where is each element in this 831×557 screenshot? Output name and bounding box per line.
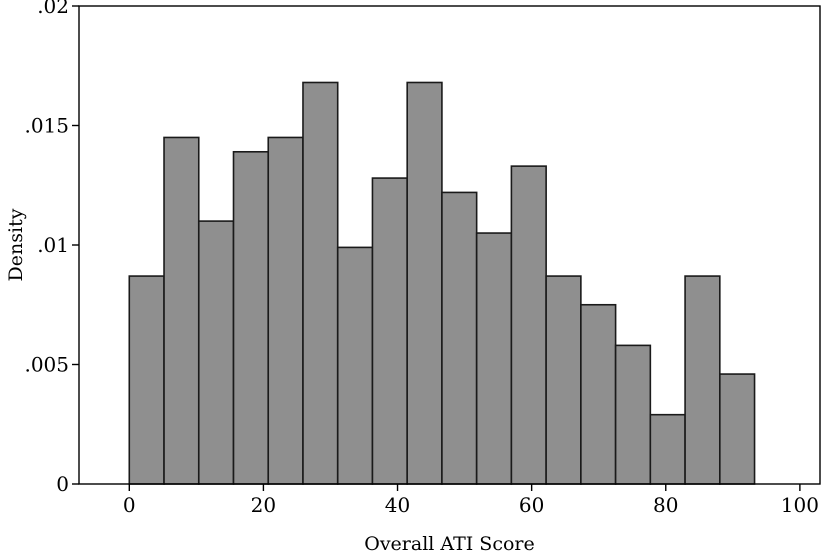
x-tick-label: 100 xyxy=(781,493,819,517)
bars-group xyxy=(128,81,756,485)
histogram-bar xyxy=(649,413,686,485)
y-axis-title: Density xyxy=(5,208,27,281)
x-tick-label: 0 xyxy=(123,493,136,517)
y-tick-label: 0 xyxy=(56,472,69,496)
histogram-bar xyxy=(475,232,513,485)
histogram-bar xyxy=(128,275,165,485)
histogram-bar xyxy=(163,136,200,485)
y-axis-ticks: 0 .005 .01 .015 .02 xyxy=(24,0,79,496)
y-tick-label: .01 xyxy=(37,233,69,257)
histogram-bar xyxy=(406,81,443,485)
histogram-bar xyxy=(302,81,339,485)
y-tick-label: .02 xyxy=(37,0,69,18)
histogram-bar xyxy=(545,275,582,485)
x-tick-label: 60 xyxy=(519,493,544,517)
histogram-bar xyxy=(580,303,617,485)
histogram-bar xyxy=(267,136,304,485)
histogram-bar xyxy=(336,246,374,485)
histogram-bar xyxy=(510,165,547,485)
x-axis-ticks: 0 20 40 60 80 100 xyxy=(123,484,819,517)
histogram-bar xyxy=(684,275,721,485)
y-tick-label: .015 xyxy=(24,114,69,138)
histogram-bar xyxy=(197,220,235,485)
histogram-bar xyxy=(371,177,408,485)
x-axis-title: Overall ATI Score xyxy=(364,533,534,555)
x-tick-label: 40 xyxy=(385,493,410,517)
histogram-bar xyxy=(441,191,478,485)
x-tick-label: 20 xyxy=(251,493,276,517)
histogram-bar xyxy=(614,344,652,485)
histogram-bar xyxy=(719,373,756,485)
y-tick-label: .005 xyxy=(24,353,69,377)
x-tick-label: 80 xyxy=(653,493,678,517)
histogram-bar xyxy=(232,150,270,485)
